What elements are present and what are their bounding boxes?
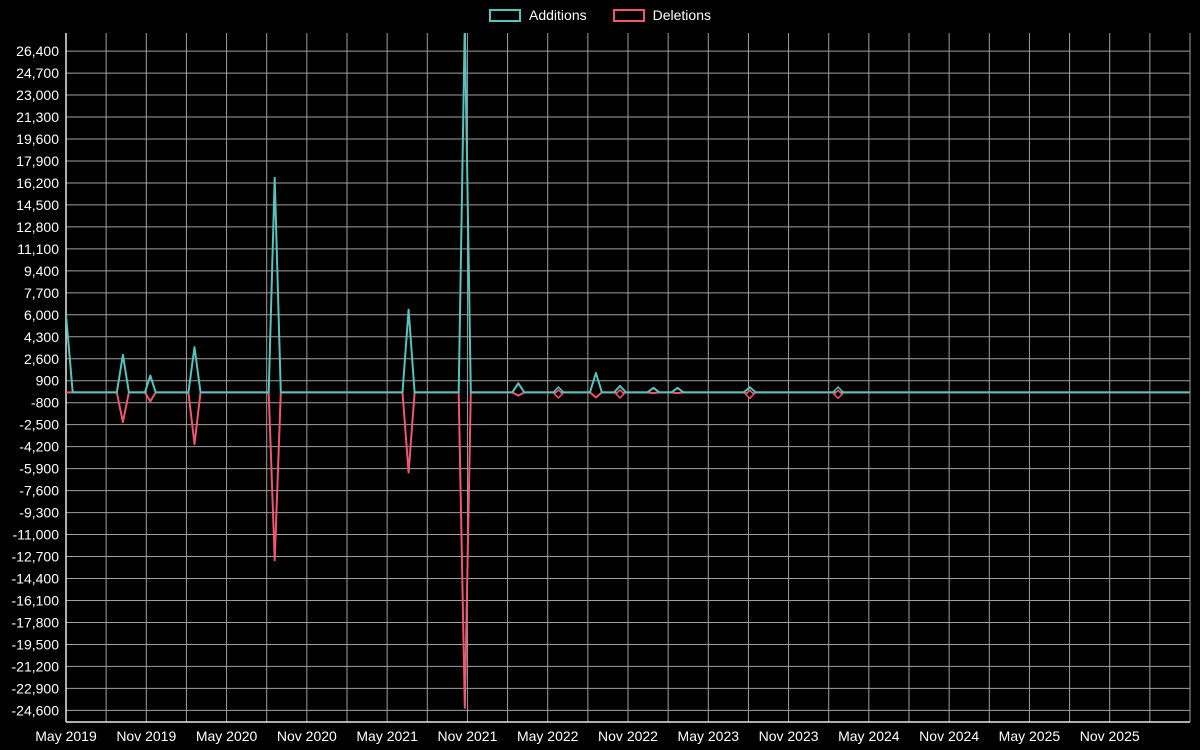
x-tick-label: Nov 2025 <box>1080 728 1140 744</box>
series-markers <box>553 386 844 400</box>
x-tick-label: May 2024 <box>838 728 900 744</box>
y-tick-label: 24,700 <box>16 65 59 81</box>
x-tick-label: May 2025 <box>999 728 1061 744</box>
y-tick-label: -5,900 <box>19 461 59 477</box>
y-tick-label: -4,200 <box>19 439 59 455</box>
x-tick-label: May 2021 <box>356 728 418 744</box>
gridlines <box>65 33 1191 722</box>
y-tick-label: 14,500 <box>16 197 59 213</box>
series-lines <box>66 33 1190 709</box>
legend: Additions Deletions <box>0 6 1200 24</box>
y-tick-label: -16,100 <box>12 592 60 608</box>
x-tick-label: Nov 2023 <box>759 728 819 744</box>
x-tick-label: Nov 2021 <box>437 728 497 744</box>
deletions-point-marker <box>553 388 564 399</box>
y-tick-label: -24,600 <box>12 702 60 718</box>
additions-line <box>66 33 1190 394</box>
y-tick-label: 23,000 <box>16 87 59 103</box>
y-tick-label: -21,200 <box>12 658 60 674</box>
legend-label-additions: Additions <box>529 7 587 23</box>
y-tick-label: -22,900 <box>12 680 60 696</box>
axis-labels: 26,400 24,700 23,000 21,300 19,600 17,900 16,2… <box>12 43 1140 744</box>
y-tick-label: -800 <box>31 395 59 411</box>
additions-swatch-icon <box>489 8 522 22</box>
deletions-point-marker <box>833 389 844 400</box>
y-tick-label: -17,800 <box>12 614 60 630</box>
x-tick-label: Nov 2020 <box>277 728 337 744</box>
y-tick-label: 6,000 <box>24 307 59 323</box>
x-tick-label: May 2019 <box>35 728 97 744</box>
y-tick-label: 21,300 <box>16 109 59 125</box>
y-tick-label: -11,000 <box>13 527 60 543</box>
deletions-point-marker <box>614 388 626 399</box>
y-tick-label: 11,100 <box>17 241 59 257</box>
y-tick-label: -7,600 <box>19 483 59 499</box>
x-tick-label: May 2022 <box>517 728 579 744</box>
y-tick-label: 4,300 <box>24 329 59 345</box>
y-tick-label: 16,200 <box>16 175 59 191</box>
x-tick-label: Nov 2019 <box>116 728 176 744</box>
x-tick-label: May 2023 <box>678 728 740 744</box>
axes <box>65 33 1190 723</box>
y-tick-label: 900 <box>36 373 60 389</box>
y-tick-label: 12,800 <box>16 219 59 235</box>
deletions-point-marker <box>744 389 755 400</box>
y-tick-label: -14,400 <box>12 571 60 587</box>
y-tick-label: 9,400 <box>24 263 59 279</box>
y-tick-label: 2,600 <box>24 351 59 367</box>
legend-item-additions[interactable]: Additions <box>489 6 587 24</box>
y-tick-label: 19,600 <box>16 131 59 147</box>
y-tick-label: 26,400 <box>16 43 59 59</box>
legend-label-deletions: Deletions <box>652 7 711 23</box>
x-tick-label: Nov 2024 <box>919 728 979 744</box>
legend-item-deletions[interactable]: Deletions <box>612 6 711 24</box>
y-tick-label: -9,300 <box>19 505 59 521</box>
deletions-swatch-icon <box>612 8 645 22</box>
y-tick-label: -19,500 <box>12 636 60 652</box>
x-tick-label: May 2020 <box>196 728 258 744</box>
y-tick-label: 17,900 <box>16 153 59 169</box>
y-tick-label: -2,500 <box>19 417 59 433</box>
y-tick-label: -12,700 <box>12 549 60 565</box>
y-tick-label: 7,700 <box>24 285 59 301</box>
x-tick-label: Nov 2022 <box>598 728 658 744</box>
